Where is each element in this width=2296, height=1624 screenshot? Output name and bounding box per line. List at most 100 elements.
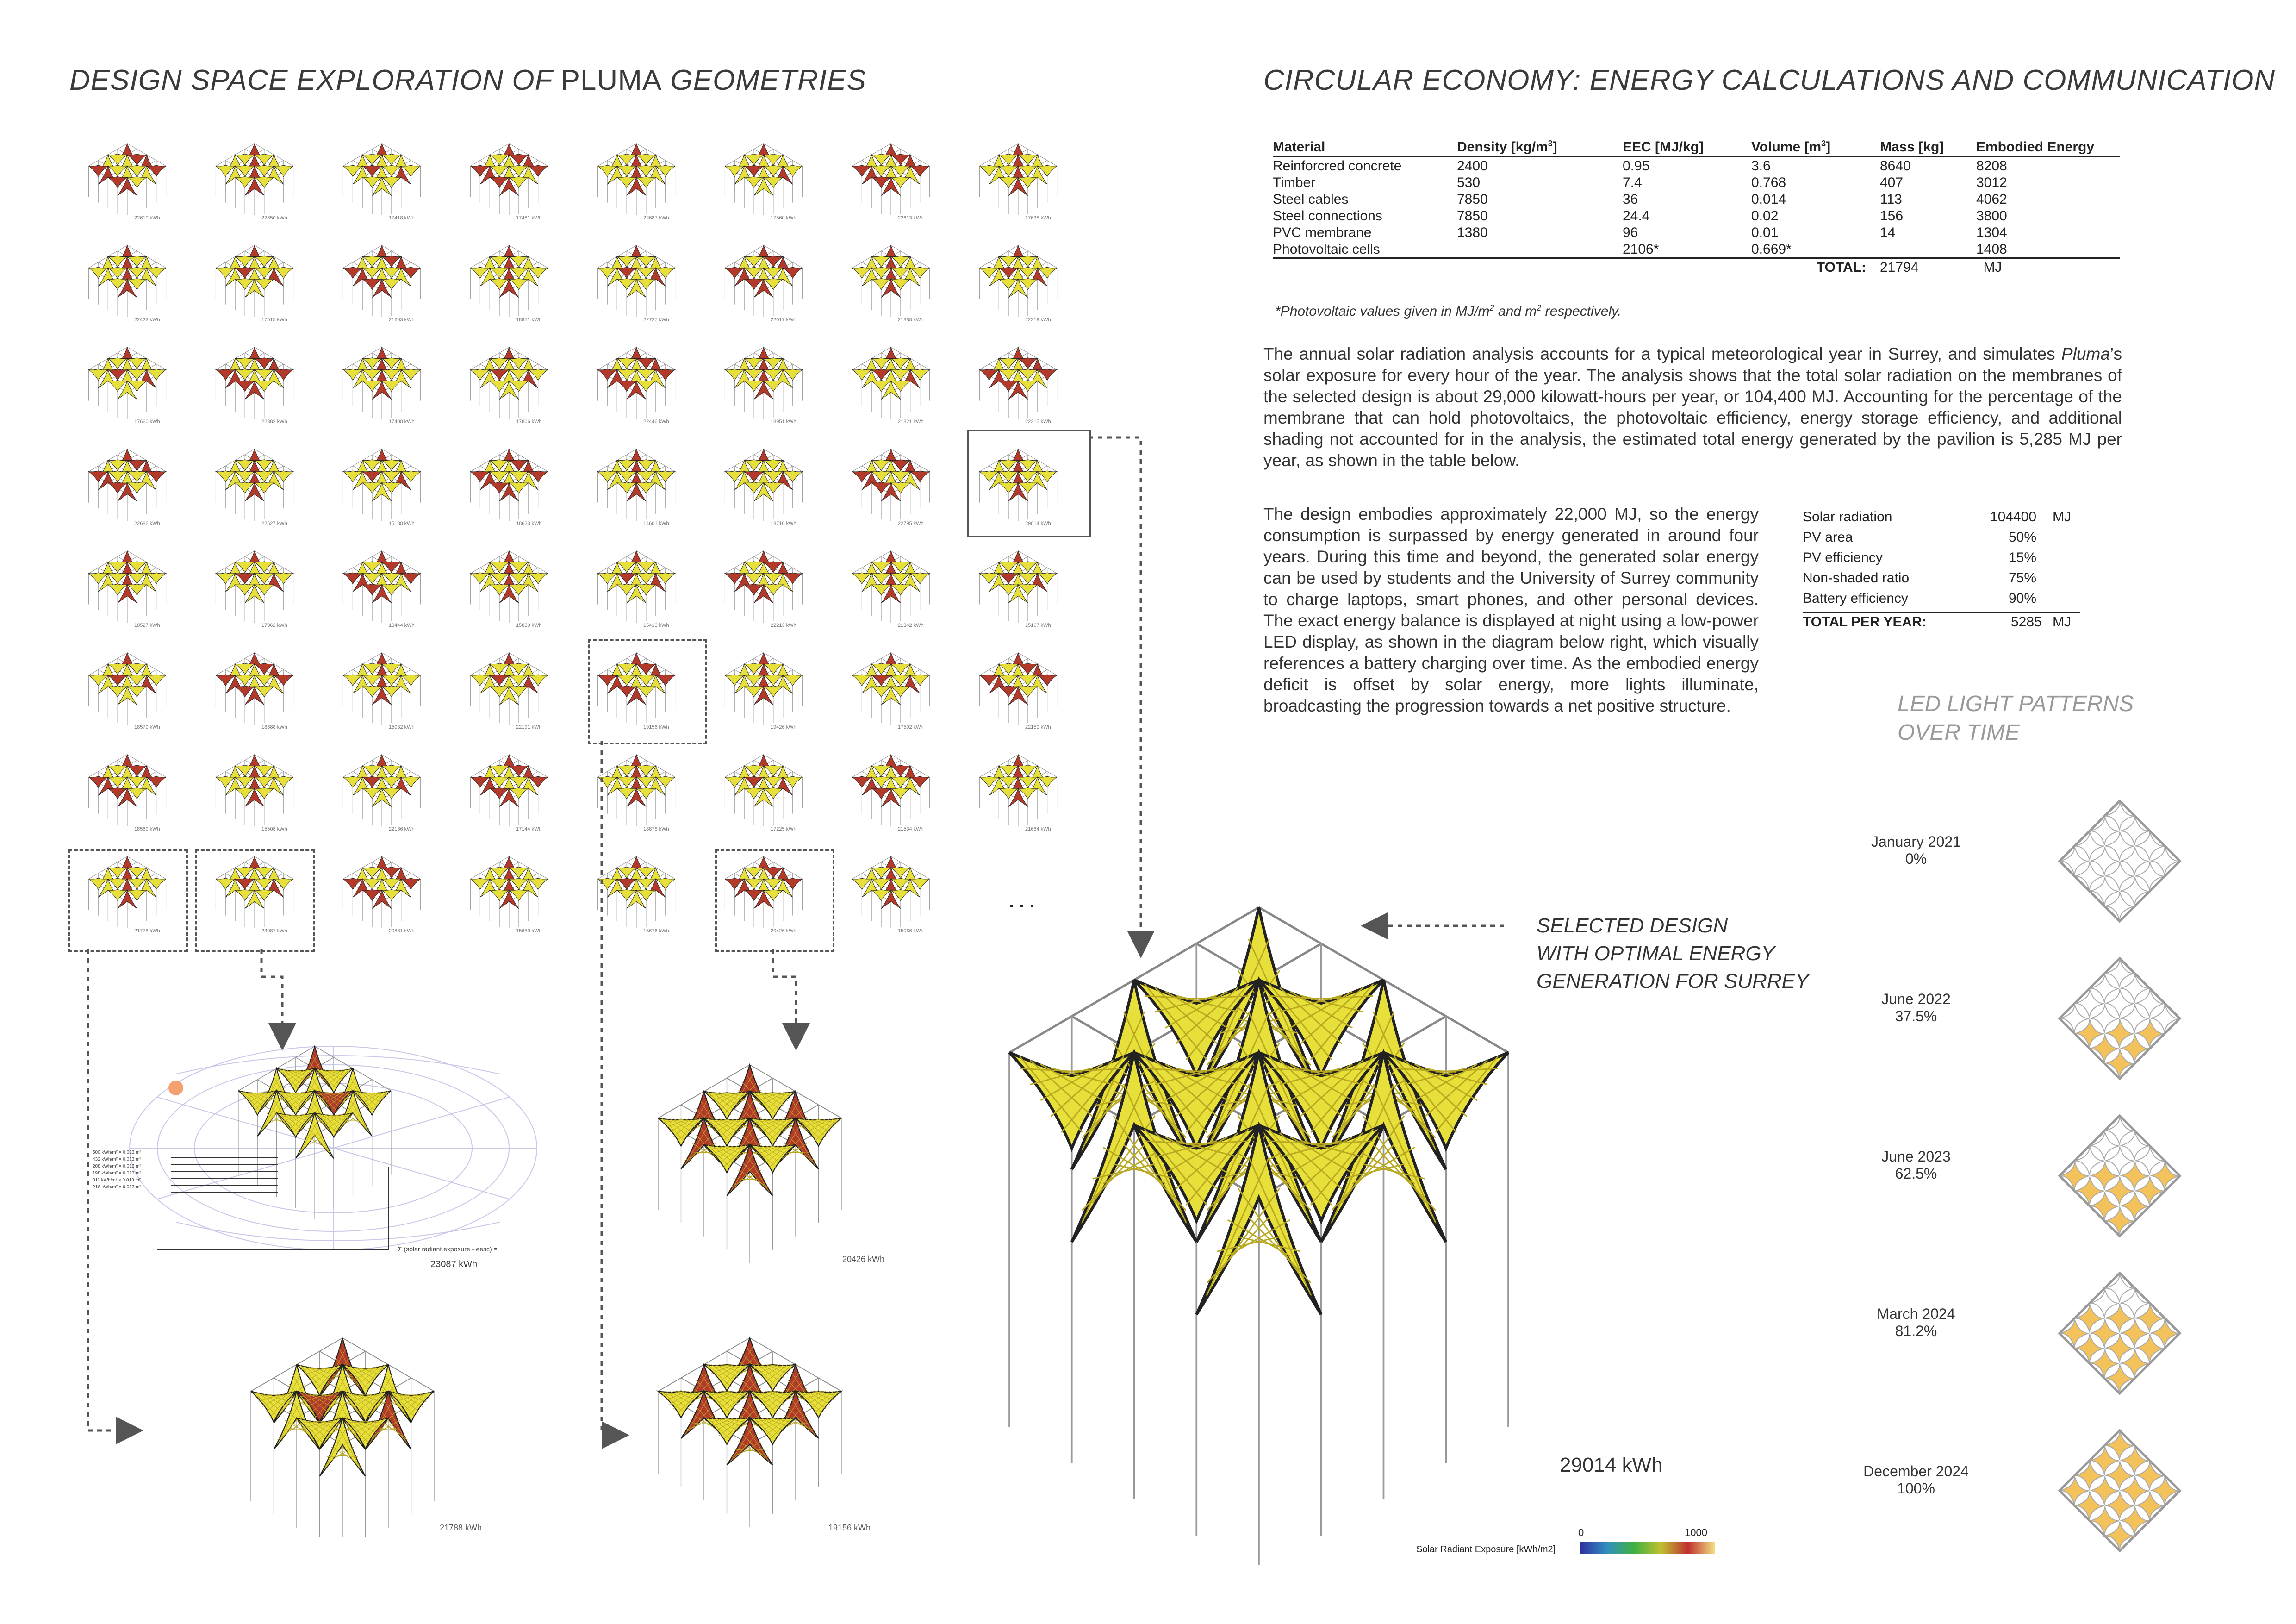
membrane [743, 481, 765, 494]
led-cell [2120, 876, 2149, 906]
thumbnail-render [724, 346, 803, 419]
led-cell [2105, 862, 2134, 891]
membrane [381, 583, 402, 596]
membrane [146, 165, 167, 177]
thumbnail-energy-label: 22627 kWh [261, 521, 287, 526]
thumbnail-energy-label: 21603 kWh [389, 317, 415, 323]
design-thumbnail: 21664 kWh [965, 748, 1071, 840]
render-19156 [656, 1336, 844, 1527]
membrane [381, 176, 402, 188]
design-thumbnail: 22191 kWh [456, 646, 562, 738]
membrane [314, 1112, 354, 1139]
led-cell [2060, 1161, 2089, 1191]
membrane-mesh [346, 1418, 385, 1444]
thumbnail-render [87, 244, 167, 317]
thumbnail-energy-label: 17362 kWh [261, 623, 287, 628]
membrane [107, 380, 128, 392]
led-cell [2090, 974, 2119, 1003]
thumbnail-render [978, 550, 1058, 623]
led-cell [2075, 831, 2104, 861]
material-cell-volume: 0.669* [1751, 241, 1880, 259]
led-cell [2120, 1506, 2149, 1536]
membrane [871, 685, 892, 698]
led-cell [2075, 989, 2104, 1018]
design-thumbnail: 18710 kWh [710, 442, 817, 535]
led-cell [2105, 831, 2134, 861]
led-cell [2105, 1431, 2134, 1460]
led-diamond [2058, 1114, 2182, 1238]
design-thumbnail: 19156 kWh [583, 646, 690, 738]
membrane-mesh [1269, 1056, 1374, 1133]
membrane [215, 776, 236, 788]
thumbnail-render [851, 346, 931, 419]
led-cell [2105, 1274, 2134, 1303]
membrane [782, 267, 803, 279]
thumbnail-energy-label: 19156 kWh [643, 725, 669, 730]
membrane-mesh [392, 1392, 431, 1418]
membrane [978, 267, 1000, 279]
led-cell [2075, 1461, 2104, 1490]
led-frame [2058, 799, 2182, 923]
membrane-mesh [280, 1113, 312, 1134]
membrane [1257, 1124, 1385, 1225]
membrane-mesh [753, 1144, 792, 1168]
membrane [743, 278, 765, 290]
thumbnail-energy-label: 19426 kWh [771, 725, 796, 730]
led-frame [2058, 1271, 2182, 1395]
energy-label-20426: 20426 kWh [842, 1255, 885, 1264]
generation-table: Solar radiation 104400 MJ PV area 50% PV effi… [1803, 509, 2080, 639]
membrane-mesh [1206, 1156, 1312, 1296]
thumbnail-energy-label: 18444 kWh [389, 623, 415, 628]
membrane [87, 776, 109, 788]
membrane [1037, 267, 1058, 279]
material-cell-eec: 96 [1623, 225, 1638, 240]
led-cell [2150, 1161, 2179, 1191]
membrane [656, 1390, 706, 1419]
design-thumbnail: 21888 kWh [838, 238, 944, 331]
thumbnail-render [342, 143, 422, 215]
led-cell [2120, 816, 2149, 846]
led-cell [2090, 816, 2119, 846]
design-thumbnail: 22613 kWh [838, 137, 944, 229]
membrane [1017, 481, 1039, 494]
led-diamond [2058, 1271, 2182, 1395]
membrane [489, 583, 510, 596]
membrane [342, 165, 363, 177]
thumbnail-energy-label: 17481 kWh [516, 215, 542, 221]
membrane [400, 674, 422, 687]
membrane [1037, 572, 1058, 585]
membrane [254, 481, 275, 494]
membrane [372, 278, 392, 298]
membrane [234, 787, 255, 800]
membrane-mesh [299, 1120, 331, 1155]
led-cell [2075, 1304, 2104, 1333]
design-thumbnail: 22215 kWh [965, 340, 1071, 433]
membrane [747, 1417, 798, 1446]
thumbnail-render [978, 346, 1058, 419]
design-thumbnail: 17225 kWh [710, 748, 817, 840]
membrane-mesh [241, 1091, 274, 1112]
thumbnail-render [215, 448, 294, 521]
led-cell [2090, 876, 2119, 906]
material-cell-energy: 8208 [1976, 158, 2007, 174]
membrane [1037, 470, 1058, 483]
membrane [753, 176, 774, 196]
membrane [361, 583, 383, 596]
membrane [215, 470, 236, 483]
scale-min: 0 [1578, 1527, 1584, 1538]
material-row: Photovoltaic cells 2106* 0.669* 1408 [1273, 241, 2120, 259]
energy-label-19156: 19156 kWh [828, 1523, 871, 1532]
membrane [881, 889, 901, 909]
membrane [851, 470, 872, 483]
membrane [1008, 176, 1028, 196]
membrane [388, 1391, 435, 1424]
membrane [244, 278, 265, 298]
led-cell [2135, 1176, 2165, 1206]
membrane [244, 482, 265, 501]
led-cell [2120, 1131, 2149, 1161]
membrane-mesh [1144, 1128, 1249, 1206]
design-thumbnail: 18527 kWh [74, 544, 180, 637]
membrane [1008, 482, 1028, 501]
membrane [381, 278, 402, 290]
membrane-mesh [323, 1427, 362, 1471]
